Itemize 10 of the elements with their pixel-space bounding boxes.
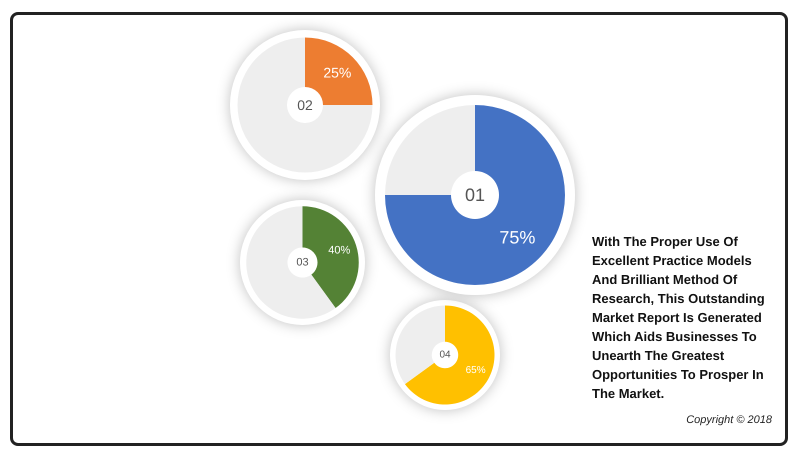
data-label: 75% [499, 227, 536, 248]
text: 02 [297, 97, 313, 113]
text: Copyright © 2018 [686, 414, 772, 426]
text: With The Proper Use Of Excellent Practice Models And Brilliant Method Of Research, This Outstanding Market Report Is Generated Which Aids Businesses To Unearth The Greatest Opportunities To Prosper In The Market. [592, 234, 765, 401]
data-label: 25% [323, 64, 352, 81]
data-label: 65% [466, 365, 486, 376]
text: 04 [439, 350, 451, 360]
data-label: 40% [328, 244, 350, 257]
text: 03 [296, 256, 309, 268]
text: 01 [464, 185, 486, 205]
